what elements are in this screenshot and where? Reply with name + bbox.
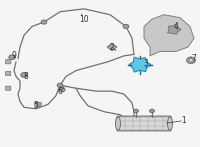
Text: 1: 1 xyxy=(182,116,186,125)
Text: 8: 8 xyxy=(24,72,28,81)
FancyBboxPatch shape xyxy=(6,60,11,64)
Circle shape xyxy=(41,20,47,24)
Text: 6: 6 xyxy=(58,87,62,96)
Text: 10: 10 xyxy=(79,15,89,24)
Circle shape xyxy=(123,24,129,29)
FancyBboxPatch shape xyxy=(35,102,41,106)
Circle shape xyxy=(189,59,193,62)
Text: 9: 9 xyxy=(12,51,16,60)
Text: 7: 7 xyxy=(192,54,196,63)
Circle shape xyxy=(57,83,63,87)
Polygon shape xyxy=(168,24,181,34)
Circle shape xyxy=(9,55,15,60)
Text: 4: 4 xyxy=(174,22,178,31)
FancyBboxPatch shape xyxy=(117,116,171,131)
Text: 5: 5 xyxy=(34,101,38,110)
Ellipse shape xyxy=(116,117,120,130)
Polygon shape xyxy=(107,43,117,51)
Circle shape xyxy=(187,57,195,64)
Text: 3: 3 xyxy=(144,59,148,68)
Polygon shape xyxy=(144,15,194,56)
Circle shape xyxy=(150,109,154,113)
FancyBboxPatch shape xyxy=(6,86,11,90)
Polygon shape xyxy=(129,57,151,72)
Text: 2: 2 xyxy=(110,42,114,52)
FancyBboxPatch shape xyxy=(6,71,11,76)
Circle shape xyxy=(21,73,27,77)
Ellipse shape xyxy=(168,117,172,130)
Circle shape xyxy=(59,87,65,92)
Circle shape xyxy=(134,109,138,113)
